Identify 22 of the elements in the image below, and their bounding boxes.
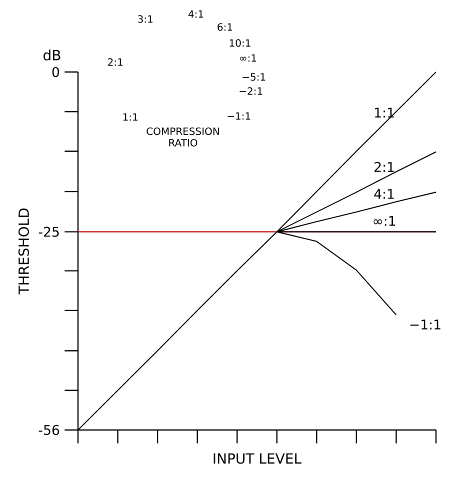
series-label: ∞:1 [374,216,396,226]
text: 3:1 [138,15,152,23]
series-label: 2:1 [374,162,394,172]
y-tick-label: -25 [38,226,59,237]
y-tick-label: 0 [52,66,60,78]
annotation: COMPRESSION RATIO [146,127,219,147]
series-label: 4:1 [374,189,394,199]
annotation: −1:1 [228,112,250,120]
text: 6:1 [218,23,232,31]
text: 10:1 [230,39,250,47]
y-tick-label: -56 [38,424,60,436]
text: 2:1 [108,58,122,66]
series-label: 1:1 [375,108,394,118]
text: dB [44,50,60,60]
annotation: −5:1 [242,73,266,81]
series-label: −1:1 [410,320,440,330]
text: 4:1 [188,10,204,18]
x-axis-title: INPUT LEVEL [214,453,302,464]
y-axis-title: THRESHOLD [18,208,30,294]
annotation: −2:1 [240,87,262,95]
annotation: 1:1 [123,113,138,121]
text: ∞:1 [240,54,256,62]
